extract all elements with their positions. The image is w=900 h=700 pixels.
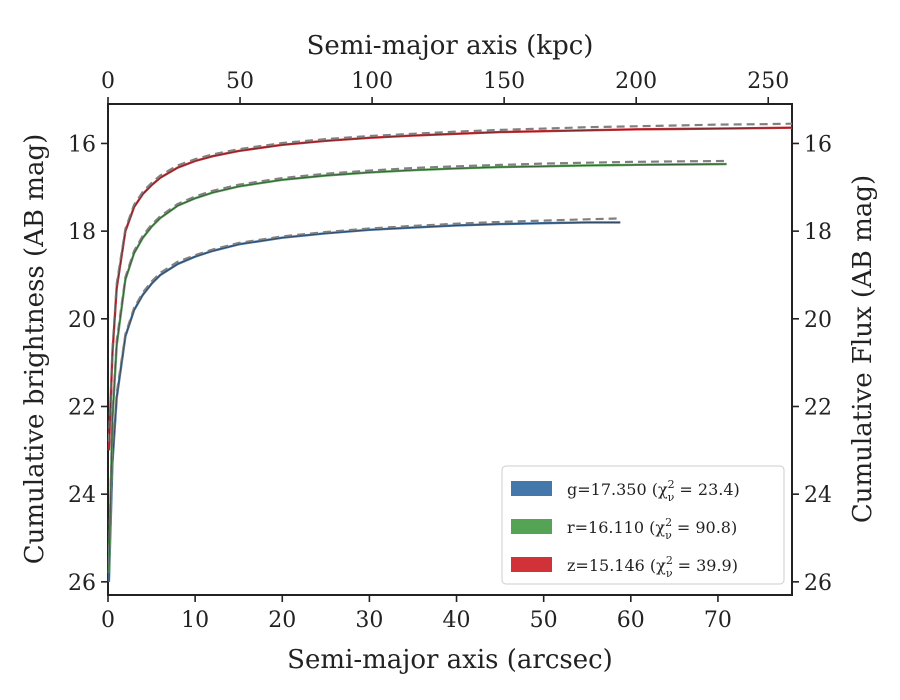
legend-items: g=17.350 (χ2 ν = 23.4) r=16.110 (χ2 ν = 90.… <box>511 478 740 580</box>
legend-label-0: g=17.350 (χ2 ν = 23.4) <box>567 478 740 504</box>
series-core-1 <box>108 163 727 574</box>
x2-tick-label: 0 <box>101 69 115 94</box>
y2-tick-label: 16 <box>804 132 832 157</box>
series-layer <box>107 122 793 582</box>
y-tick-label: 24 <box>68 483 96 508</box>
series-core-0 <box>108 221 621 582</box>
series-line-2 <box>107 126 793 451</box>
x-tick-label: 20 <box>268 608 296 633</box>
y-axis-title: Cumulative brightness (AB mag) <box>20 134 50 565</box>
series-core-2 <box>108 127 793 451</box>
model-line-2 <box>107 122 793 442</box>
model-line-0 <box>107 217 621 574</box>
x2-tick-label: 250 <box>747 69 789 94</box>
x-tick-label: 30 <box>355 608 383 633</box>
y2-axis-title: Cumulative Flux (AB mag) <box>848 175 878 523</box>
x-axis-title: Semi-major axis (arcsec) <box>287 645 613 675</box>
legend-label-2: z=15.146 (χ2 ν = 39.9) <box>567 554 738 580</box>
legend-swatch-1 <box>511 519 552 534</box>
legend-swatch-2 <box>511 557 552 572</box>
x-tick-label: 50 <box>530 608 558 633</box>
x-tick-label: 40 <box>443 608 471 633</box>
legend: g=17.350 (χ2 ν = 23.4) r=16.110 (χ2 ν = 90.… <box>501 465 785 585</box>
x-tick-label: 60 <box>617 608 645 633</box>
y-tick-label: 26 <box>68 571 96 596</box>
y-tick-label: 16 <box>68 132 96 157</box>
x2-tick-label: 100 <box>351 69 393 94</box>
legend-swatch-0 <box>511 481 552 496</box>
y2-tick-label: 22 <box>804 395 832 420</box>
y2-tick-label: 20 <box>804 308 832 333</box>
x2-axis-title: Semi-major axis (kpc) <box>307 31 594 61</box>
x2-tick-label: 150 <box>483 69 525 94</box>
y-tick-label: 20 <box>68 308 96 333</box>
model-line-1 <box>107 159 727 565</box>
x-tick-label: 0 <box>101 608 115 633</box>
ticks-layer: 0 10 20 30 40 50 60 70 0 50 100 150 200 250 16 18 20 22 24… <box>68 69 832 633</box>
x2-tick-label: 200 <box>615 69 657 94</box>
x-tick-label: 10 <box>181 608 209 633</box>
y-tick-label: 22 <box>68 395 96 420</box>
plot-frame <box>107 103 793 596</box>
y2-tick-label: 26 <box>804 571 832 596</box>
y2-tick-label: 18 <box>804 220 832 245</box>
x-tick-label: 70 <box>704 608 732 633</box>
y2-tick-label: 24 <box>804 483 832 508</box>
legend-label-1: r=16.110 (χ2 ν = 90.8) <box>567 516 737 542</box>
legend-box <box>501 465 785 585</box>
x2-tick-label: 50 <box>226 69 254 94</box>
y-tick-label: 18 <box>68 220 96 245</box>
